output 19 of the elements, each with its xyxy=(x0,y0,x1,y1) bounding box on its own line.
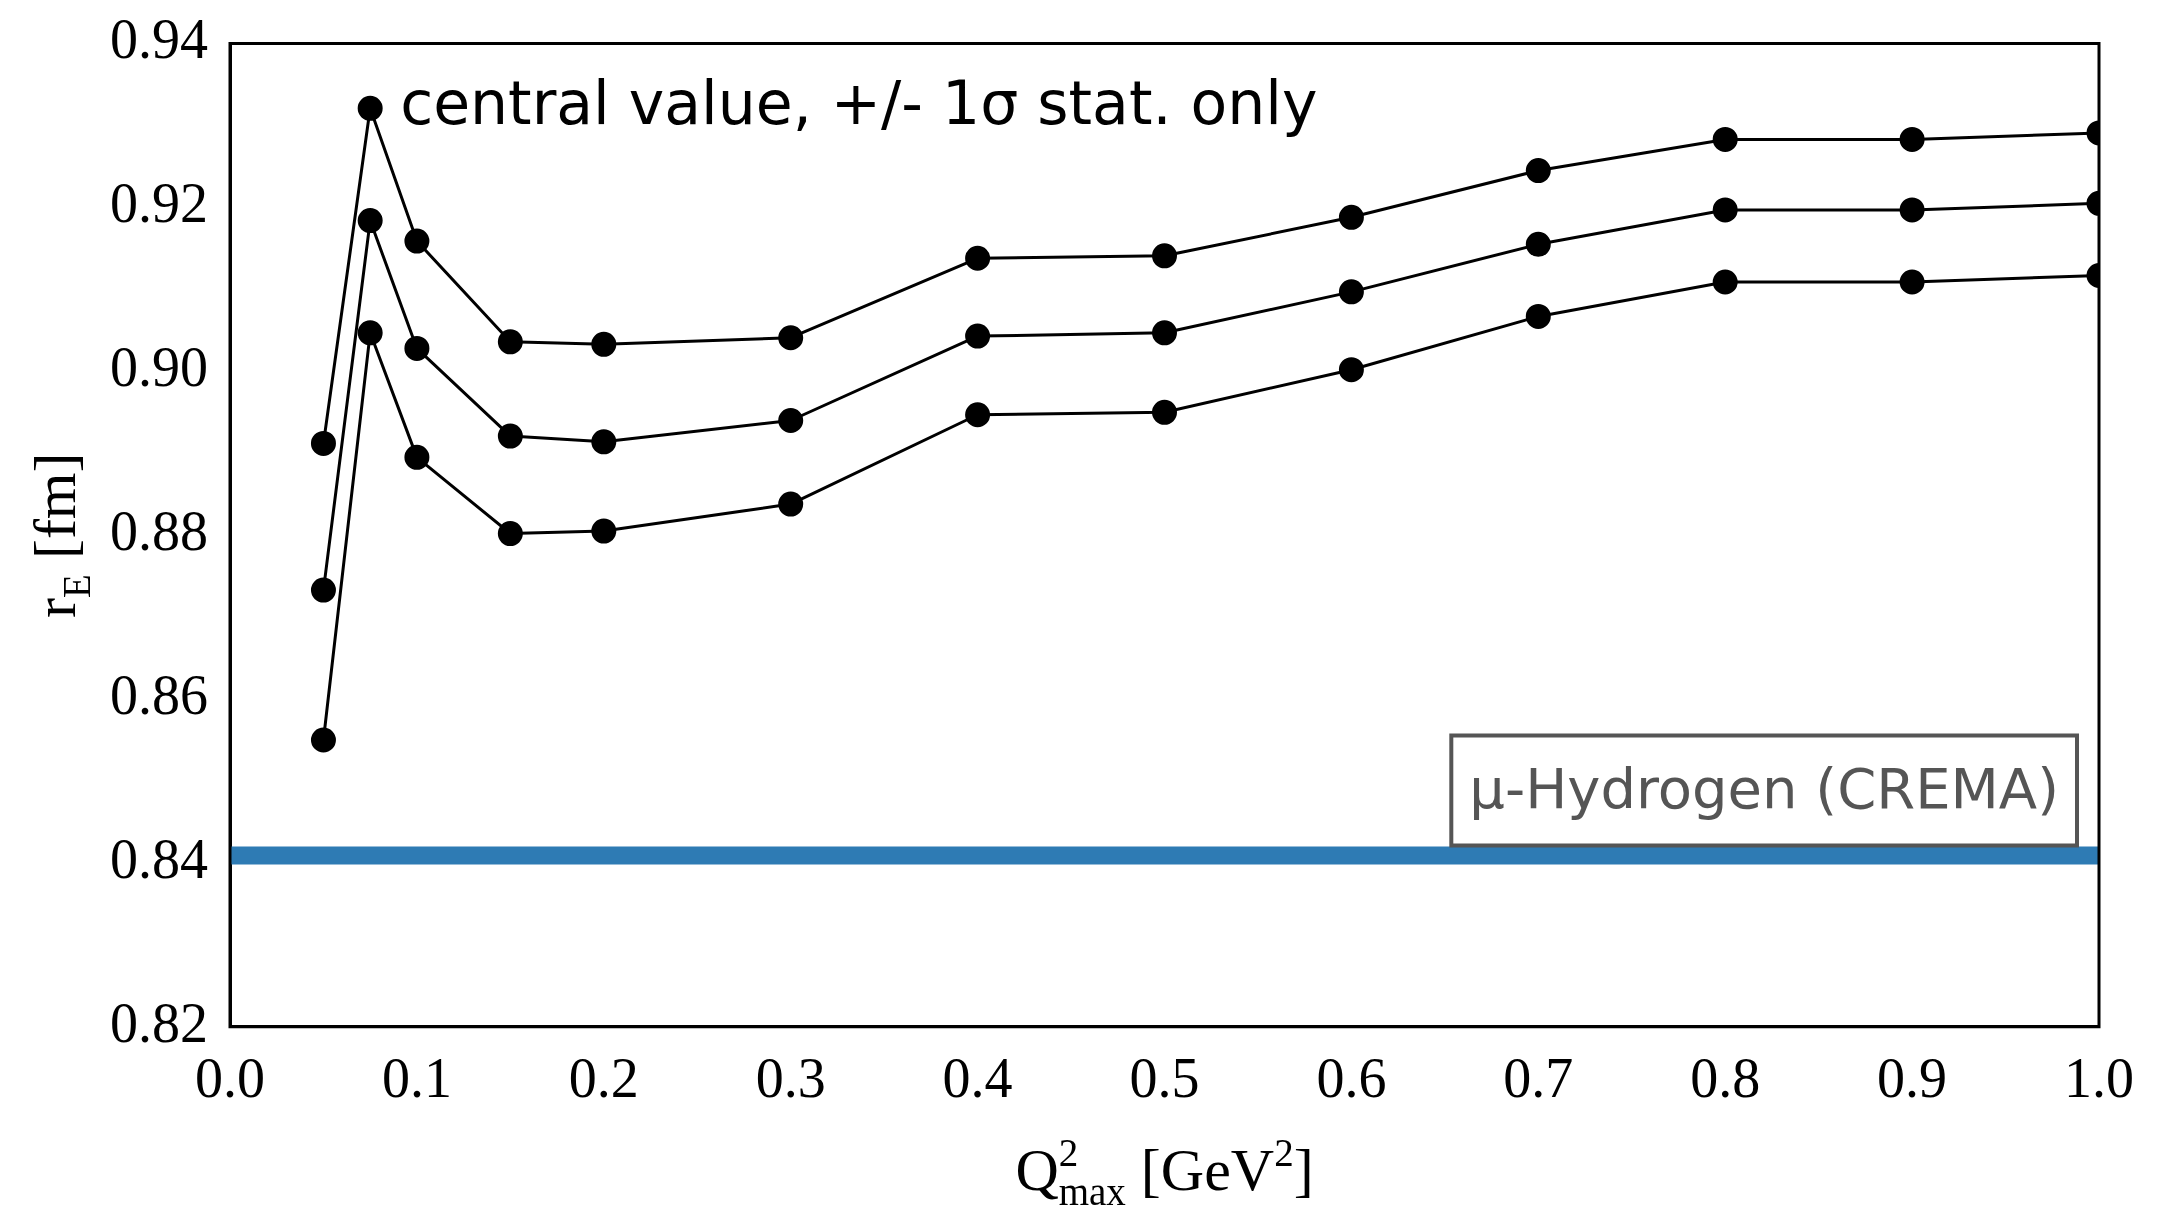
x-tick-label: 0.9 xyxy=(1877,1047,1948,1110)
x-tick-label: 0.4 xyxy=(942,1047,1013,1110)
y-tick-label: 0.92 xyxy=(110,172,208,235)
annotation: central value, +/- 1σ stat. only xyxy=(400,67,1318,138)
x-tick-label: 0.3 xyxy=(755,1047,826,1110)
y-axis-title: rE [fm] xyxy=(22,452,98,618)
y-tick-label: 0.84 xyxy=(110,827,208,890)
y-tick-label: 0.90 xyxy=(110,336,208,399)
x-tick-label: 0.1 xyxy=(381,1047,452,1110)
y-tick-label: 0.94 xyxy=(110,8,208,71)
x-tick-label: 0.5 xyxy=(1129,1047,1200,1110)
x-tick-label: 0.8 xyxy=(1690,1047,1761,1110)
y-tick-label: 0.88 xyxy=(110,499,208,562)
x-tick-label: 1.0 xyxy=(2064,1047,2134,1110)
x-tick-label: 0.2 xyxy=(568,1047,639,1110)
ref-line-label: μ-Hydrogen (CREMA) xyxy=(1469,756,2060,822)
y-tick-label: 0.86 xyxy=(110,663,208,726)
x-tick-label: 0.6 xyxy=(1316,1047,1387,1110)
x-tick-label: 0.7 xyxy=(1503,1047,1574,1110)
